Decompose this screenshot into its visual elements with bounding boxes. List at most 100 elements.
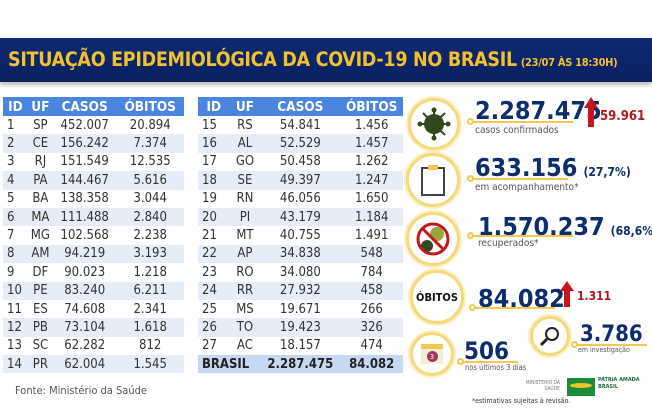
uf-cell: RN <box>236 191 254 207</box>
table-row: 5 BA 138.358 3.044 <box>3 190 184 208</box>
cases-cell: 62.282 <box>64 338 106 354</box>
deaths-cell: 474 <box>360 338 383 354</box>
cases-cell: 34.838 <box>260 244 341 264</box>
id-cell: 27 <box>202 338 217 354</box>
id-cell: 13 <box>7 338 22 354</box>
id-cell: 9 <box>7 264 15 280</box>
id-cell: 16 <box>198 134 230 153</box>
cases-cell: 151.549 <box>60 154 109 170</box>
cases-cell: 83.240 <box>52 281 117 300</box>
deaths-cell: 2.238 <box>133 228 167 244</box>
deaths-cell: 2.840 <box>116 207 184 227</box>
column-header: ÓBITOS <box>340 97 403 116</box>
id-cell: 19 <box>202 191 217 207</box>
cases-cell: 49.397 <box>260 171 341 190</box>
table-row: 9 DF 90.023 1.218 <box>3 263 184 281</box>
monitoring-number: 633.156 <box>475 153 578 182</box>
cases-cell: 50.458 <box>279 154 321 170</box>
cases-cell: 18.157 <box>279 338 321 354</box>
table-row: 18 SE 49.397 1.247 <box>198 171 403 190</box>
virus-icon <box>408 98 460 150</box>
id-cell: 3 <box>7 154 15 170</box>
uf-cell: PR <box>27 355 53 374</box>
uf-cell: PE <box>27 281 53 300</box>
deaths-cell: 784 <box>360 264 383 280</box>
id-cell: 26 <box>198 318 230 337</box>
confirmed-value: 2.287.475 <box>475 96 602 125</box>
column-header: ÓBITOS <box>116 97 184 116</box>
table-row: 8 AM 94.219 3.193 <box>3 244 184 264</box>
cases-cell: 144.467 <box>52 171 117 190</box>
table-row: 20 PI 43.179 1.184 <box>198 207 403 227</box>
uf-cell: PA <box>27 171 53 190</box>
investigation-value: 3.786 <box>580 322 643 347</box>
uf-cell: ES <box>32 301 48 317</box>
calendar-day: 3 <box>426 351 438 362</box>
cases-cell: 102.568 <box>60 228 109 244</box>
uf-cell: AP <box>229 244 261 264</box>
deaths-cell: 1.262 <box>354 154 389 170</box>
cases-cell: 19.671 <box>279 301 321 317</box>
ministry-logo: MINISTÉRIO DA SAÚDE <box>525 380 560 392</box>
deaths-cell: 1.247 <box>340 171 403 190</box>
column-header: CASOS <box>52 97 117 116</box>
confirmed-increase: 59.961 <box>600 109 646 124</box>
uf-cell: RO <box>236 264 254 280</box>
divider <box>475 307 555 309</box>
table-row: 15 RS 54.841 1.456 <box>198 116 403 134</box>
table-row: 14 PR 62.004 1.545 <box>3 355 184 374</box>
cases-cell: 452.007 <box>60 117 109 133</box>
uf-cell: MG <box>30 228 50 244</box>
uf-cell: SC <box>32 338 49 354</box>
uf-cell: SP <box>33 117 48 133</box>
id-cell: 1 <box>7 117 15 133</box>
deaths-cell: 1.650 <box>354 191 389 207</box>
table-row: 11 ES 74.608 2.341 <box>3 300 184 318</box>
id-cell: 5 <box>7 191 15 207</box>
table-row: 1 SP 452.007 20.894 <box>3 116 184 134</box>
source-note: Fonte: Ministério da Saúde <box>15 384 148 397</box>
states-table-left: ID UF CASOS ÓBITOS 1 SP 452.007 20.894 2 CE 156.24… <box>3 97 184 374</box>
uf-cell: PI <box>229 207 261 227</box>
cases-cell: 43.179 <box>260 207 341 227</box>
table-row: 10 PE 83.240 6.211 <box>3 281 184 300</box>
deaths-cell: 1.218 <box>133 264 167 280</box>
id-cell: 22 <box>198 244 230 264</box>
table-row: 16 AL 52.529 1.457 <box>198 134 403 153</box>
timestamp: (23/07 ÀS 18:30H) <box>520 56 618 69</box>
recent-value: 506 <box>464 337 510 365</box>
deaths-cell: 5.616 <box>116 171 184 190</box>
deaths-cell: 6.211 <box>116 281 184 300</box>
table-row: 4 PA 144.467 5.616 <box>3 171 184 190</box>
table-row: 27 AC 18.157 474 <box>198 337 403 355</box>
footnote: *estimativas sujeitas à revisão. <box>472 397 571 405</box>
cases-cell: 90.023 <box>64 264 106 280</box>
patria-amada-brasil-logo: PÁTRIA AMADA BRASIL <box>598 377 640 390</box>
total-deaths: 84.082 <box>340 355 403 374</box>
confirmed-label: casos confirmados <box>475 125 559 136</box>
cases-cell: 74.608 <box>64 301 106 317</box>
monitoring-pct: (27,7%) <box>583 165 631 179</box>
uf-cell: MS <box>236 301 254 317</box>
divider <box>473 121 573 123</box>
table-row: 24 RR 27.932 458 <box>198 281 403 300</box>
cases-cell: 138.358 <box>60 191 109 207</box>
divider <box>463 361 518 363</box>
divider <box>473 235 573 237</box>
uf-cell: TO <box>229 318 261 337</box>
cases-cell: 156.242 <box>52 134 117 153</box>
total-label: BRASIL <box>198 355 261 374</box>
states-table-right: ID UF CASOS ÓBITOS 15 RS 54.841 1.456 16 AL 52.529… <box>198 97 403 374</box>
id-cell: 17 <box>202 154 217 170</box>
deaths-cell: 266 <box>360 301 383 317</box>
deaths-cell: 1.457 <box>340 134 403 153</box>
table-row: 21 MT 40.755 1.491 <box>198 226 403 244</box>
deaths-cell: 3.044 <box>133 191 167 207</box>
id-cell: 7 <box>7 228 15 244</box>
id-cell: 2 <box>3 134 28 153</box>
total-row: BRASIL 2.287.475 84.082 <box>198 355 403 374</box>
uf-cell: AC <box>236 338 253 354</box>
cases-cell: 19.423 <box>260 318 341 337</box>
cases-cell: 40.755 <box>279 228 321 244</box>
table-row: 7 MG 102.568 2.238 <box>3 226 184 244</box>
